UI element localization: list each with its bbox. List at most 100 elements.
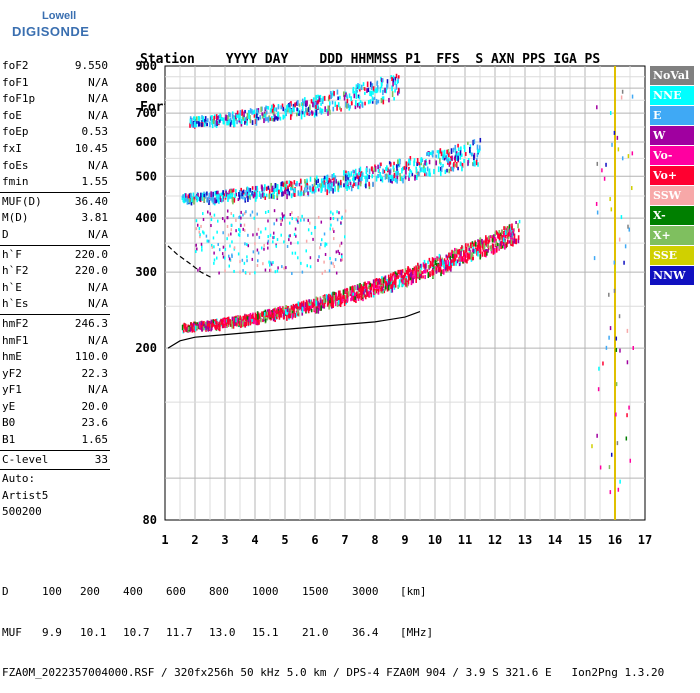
echo-mark [436,256,438,260]
echo-mark [272,316,275,322]
echo-mark [405,165,408,170]
echo-mark [258,235,261,239]
echo-mark [613,260,616,265]
echo-mark [241,190,244,197]
file-info: FZA0M_2022357004000.RSF / 320fx256h 50 k… [2,666,665,679]
echo-mark [369,99,372,104]
header-label-6: FFS [436,52,460,67]
echo-mark [231,240,233,244]
echo-mark [459,255,461,259]
echo-mark [295,217,298,221]
echo-mark [189,118,192,125]
echo-mark [500,240,503,246]
echo-mark [206,239,209,243]
echo-mark [474,248,476,254]
echo-mark [324,182,327,188]
echo-mark [243,314,246,320]
echo-mark [468,253,470,259]
echo-mark [375,277,378,282]
logo-product: DIGISONDE [12,24,90,39]
echo-mark [373,96,376,100]
echo-mark [605,345,608,350]
header-label-2: DAY [264,52,289,67]
echo-mark [286,104,289,109]
echo-mark [504,226,506,231]
legend-item-e: E [650,106,694,125]
echo-mark [361,290,363,296]
param-row: foEp 0.53 [0,124,112,141]
echo-mark [372,181,374,187]
echo-mark [238,233,241,237]
echo-mark [621,156,624,161]
echo-mark [421,158,424,163]
echo-mark [354,168,357,175]
distance-value: 1000 [252,585,279,598]
echo-mark [438,253,441,260]
echo-mark [404,278,406,284]
echo-mark [502,237,505,242]
echo-mark [383,278,386,283]
echo-mark [270,261,272,265]
echo-mark [495,247,498,253]
echo-mark [289,213,292,217]
echo-mark [191,326,194,333]
echo-mark [358,293,361,299]
echo-mark [361,175,363,181]
echo-mark [375,175,378,182]
echo-mark [616,135,619,140]
echo-mark [257,320,259,326]
echo-mark [333,180,335,187]
echo-mark [401,167,403,174]
echo-mark [454,144,457,151]
echo-mark [202,323,204,329]
echo-mark [456,259,459,264]
echo-mark [300,185,303,191]
echo-mark [201,196,204,201]
echo-mark [266,317,269,321]
echo-mark [255,190,258,195]
echo-mark [310,231,313,235]
echo-mark [609,197,611,202]
echo-mark [337,102,340,108]
echo-mark [353,295,355,301]
echo-mark [439,148,442,154]
echo-mark [267,209,270,213]
echo-mark [299,192,301,197]
echo-mark [383,289,386,294]
echo-mark [467,160,469,166]
echo-mark [391,281,394,287]
echo-mark [450,148,453,154]
param-value: 22.3 [81,366,109,380]
echo-mark [617,147,620,152]
echo-mark [332,237,335,241]
echo-mark [217,219,219,223]
echo-mark [405,168,407,175]
echo-mark [298,103,301,107]
echo-mark [251,120,254,125]
echo-mark [260,193,262,199]
param-label: foE [2,108,22,122]
echo-mark [379,172,382,178]
echo-mark [370,286,373,291]
param-label: yF1 [2,383,22,397]
echo-mark [608,465,611,470]
echo-mark [265,186,268,191]
echo-mark [315,300,318,307]
echo-mark [215,256,218,260]
echo-mark [461,245,463,249]
echo-mark [277,105,280,110]
echo-mark [224,256,226,260]
echo-mark [222,255,225,259]
echo-mark [309,301,312,305]
echo-mark [452,167,455,172]
echo-mark [311,302,314,306]
echo-mark [345,299,347,303]
echo-mark [394,278,396,284]
y-tick-label: 800 [135,81,157,95]
echo-mark [274,270,277,274]
echo-mark [506,233,509,238]
echo-mark [267,235,269,239]
echo-mark [390,174,393,180]
echo-mark [232,119,234,125]
echo-mark [276,193,278,199]
